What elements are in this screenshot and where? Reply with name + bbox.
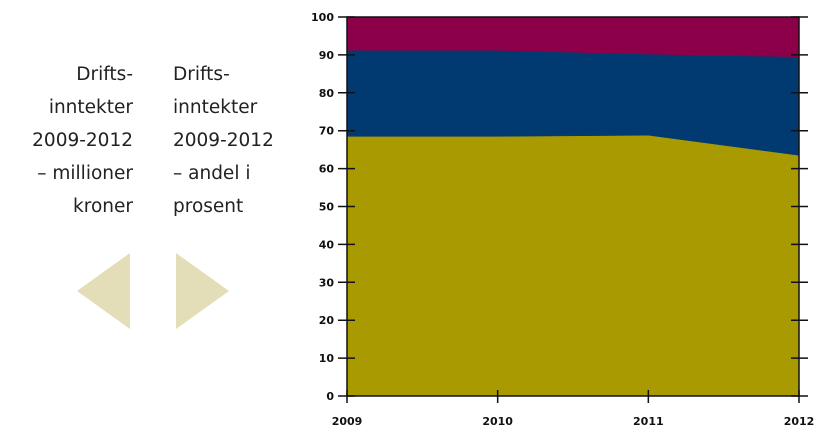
nav-label-prev-line: Drifts- — [76, 64, 133, 85]
area-series-0 — [346, 134, 800, 397]
nav-label-next-line: prosent — [173, 196, 244, 217]
y-tick-label: 30 — [319, 276, 335, 289]
y-tick-label: 40 — [319, 238, 335, 251]
next-arrow-icon[interactable] — [176, 253, 229, 329]
nav-label-next-line: 2009-2012 — [173, 130, 274, 151]
y-tick-label: 0 — [326, 390, 334, 403]
y-tick-label: 90 — [319, 49, 335, 62]
x-tick-label: 2011 — [633, 415, 664, 428]
y-tick-label: 80 — [319, 87, 335, 100]
nav-label-prev[interactable]: Drifts- inntekter 2009-2012 – millioner … — [0, 58, 133, 223]
y-tick-label: 10 — [319, 352, 335, 365]
x-tick-label: 2010 — [482, 415, 513, 428]
y-tick-label: 60 — [319, 163, 335, 176]
prev-arrow-icon[interactable] — [77, 253, 130, 329]
nav-label-next-line: inntekter — [173, 97, 258, 118]
y-tick-label: 20 — [319, 314, 335, 327]
nav-label-prev-line: inntekter — [48, 97, 133, 118]
x-tick-label: 2012 — [784, 415, 815, 428]
nav-label-next-line: Drifts- — [173, 64, 230, 85]
y-tick-label: 50 — [319, 201, 335, 214]
nav-label-next[interactable]: Drifts- inntekter 2009-2012 – andel i pr… — [173, 58, 298, 223]
x-tick-label: 2009 — [332, 415, 363, 428]
y-tick-label: 100 — [311, 11, 334, 24]
nav-label-prev-line: kroner — [73, 196, 133, 217]
nav-label-next-line: – andel i — [173, 163, 251, 184]
nav-label-prev-line: 2009-2012 — [32, 130, 133, 151]
nav-label-prev-line: – millioner — [37, 163, 133, 184]
y-tick-label: 70 — [319, 125, 335, 138]
